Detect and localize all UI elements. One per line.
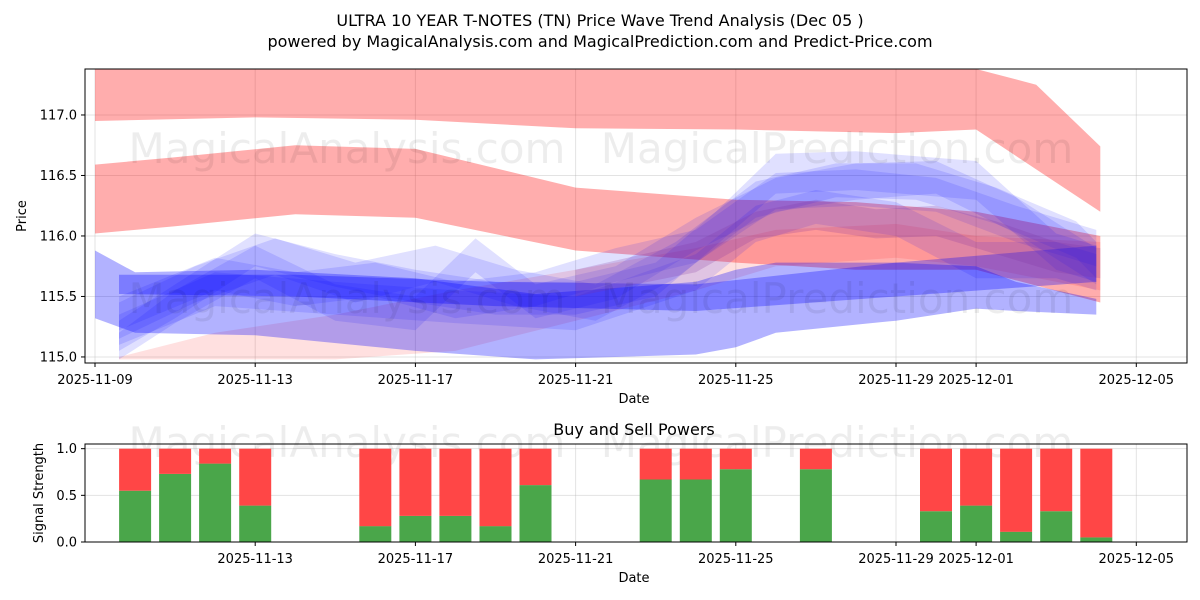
sell-power-bar <box>679 448 712 480</box>
red-price-band <box>95 69 1101 212</box>
sell-power-bar <box>159 448 192 474</box>
sell-power-bar <box>799 448 832 470</box>
buy-power-bar <box>1000 531 1033 542</box>
buy-power-bar <box>1080 537 1113 542</box>
price-x-tick-label: 2025-11-09 <box>57 373 133 388</box>
sell-power-bar <box>239 448 272 506</box>
buy-power-bar <box>679 479 712 542</box>
price-plot-background <box>85 69 1187 363</box>
price-y-tick-label: 116.0 <box>40 229 77 244</box>
purple-price-band <box>575 199 1101 297</box>
sell-power-bar <box>1080 448 1113 538</box>
price-y-tick-label: 115.5 <box>40 290 77 305</box>
power-watermark-right: MagicalPrediction.com <box>601 418 1074 467</box>
price-x-tick-label: 2025-12-05 <box>1099 373 1175 388</box>
buy-power-bar <box>159 473 192 542</box>
price-x-tick-label: 2025-11-29 <box>858 373 934 388</box>
power-y-tick-label: 0.0 <box>56 536 77 551</box>
chart-subtitle: powered by MagicalAnalysis.com and Magic… <box>267 32 932 51</box>
buy-power-bar <box>960 505 993 542</box>
blue-price-band <box>119 161 1097 360</box>
buy-power-bar <box>239 505 272 542</box>
sell-power-bar <box>119 448 152 491</box>
price-y-axis-label: Price <box>15 200 30 232</box>
blue-price-band <box>119 245 1097 311</box>
red-price-band <box>119 223 1101 360</box>
watermark-right-2: MagicalPrediction.com <box>601 274 1074 323</box>
watermark-left-2: MagicalAnalysis.com <box>129 274 566 323</box>
buy-power-bar <box>1040 511 1073 542</box>
price-plot-frame <box>84 68 1188 364</box>
buy-power-bar <box>920 511 952 542</box>
price-y-tick-label: 115.0 <box>40 350 77 365</box>
power-x-tick-label: 2025-12-01 <box>938 552 1014 567</box>
price-x-tick-label: 2025-11-13 <box>217 373 293 388</box>
buy-power-bar <box>359 526 392 542</box>
power-plot-frame <box>84 443 1188 543</box>
sell-power-bar <box>1000 448 1033 532</box>
sell-power-bar <box>719 448 752 470</box>
watermark-right: MagicalPrediction.com <box>601 124 1074 173</box>
red-price-band <box>95 145 1101 303</box>
buy-power-bar <box>719 469 752 542</box>
power-y-tick-label: 0.5 <box>56 489 77 504</box>
power-plot: Buy and Sell Powers MagicalAnalysis.com … <box>32 418 1188 586</box>
blue-price-band <box>95 250 1097 360</box>
blue-price-band <box>119 169 1097 331</box>
price-x-tick-label: 2025-11-17 <box>378 373 454 388</box>
price-x-axis-label: Date <box>618 392 649 407</box>
price-grid <box>85 69 1187 363</box>
price-plot: MagicalAnalysis.com MagicalPrediction.co… <box>15 68 1188 407</box>
sell-power-bar <box>519 448 552 486</box>
power-bars <box>119 448 1113 542</box>
power-x-tick-label: 2025-11-25 <box>698 552 774 567</box>
chart-title: ULTRA 10 YEAR T-NOTES (TN) Price Wave Tr… <box>336 11 863 30</box>
blue-price-band <box>119 190 1097 345</box>
sell-power-bar <box>479 448 512 527</box>
price-x-tick-label: 2025-11-21 <box>538 373 614 388</box>
buy-power-bar <box>439 515 472 542</box>
power-x-axis-label: Date <box>618 571 649 586</box>
blue-price-band <box>119 163 1097 339</box>
buy-power-bar <box>639 479 672 542</box>
sell-power-bar <box>920 448 952 512</box>
watermark-left: MagicalAnalysis.com <box>129 124 566 173</box>
power-x-tick-label: 2025-11-29 <box>858 552 934 567</box>
price-y-tick-label: 116.5 <box>40 169 77 184</box>
sell-power-bar <box>960 448 993 506</box>
blue-price-band <box>119 151 1097 351</box>
buy-power-bar <box>399 515 432 542</box>
sell-power-bar <box>439 448 472 516</box>
buy-power-bar <box>119 490 152 542</box>
power-axis-ticks: 2025-11-13 2025-11-17 2025-11-21 2025-11-25… <box>56 442 1174 567</box>
power-y-tick-label: 1.0 <box>56 442 77 457</box>
sell-power-bar <box>1040 448 1073 512</box>
sell-power-bar <box>399 448 432 516</box>
power-plot-title: Buy and Sell Powers <box>553 420 715 439</box>
buy-power-bar <box>519 485 552 542</box>
sell-power-bar <box>199 448 232 464</box>
sell-power-bar <box>359 448 392 527</box>
power-x-tick-label: 2025-11-17 <box>378 552 454 567</box>
buy-power-bar <box>799 469 832 542</box>
price-axis-ticks: 2025-11-09 2025-11-13 2025-11-17 2025-11-21… <box>40 108 1174 388</box>
sell-power-bar <box>639 448 672 480</box>
price-y-tick-label: 117.0 <box>40 108 77 123</box>
power-x-tick-label: 2025-12-05 <box>1099 552 1175 567</box>
buy-power-bar <box>199 463 232 542</box>
price-x-tick-label: 2025-11-25 <box>698 373 774 388</box>
power-x-tick-label: 2025-11-13 <box>217 552 293 567</box>
power-y-axis-label: Signal Strength <box>32 443 47 543</box>
power-x-tick-label: 2025-11-21 <box>538 552 614 567</box>
price-bands <box>95 69 1101 360</box>
price-x-tick-label: 2025-12-01 <box>938 373 1014 388</box>
buy-power-bar <box>479 526 512 542</box>
